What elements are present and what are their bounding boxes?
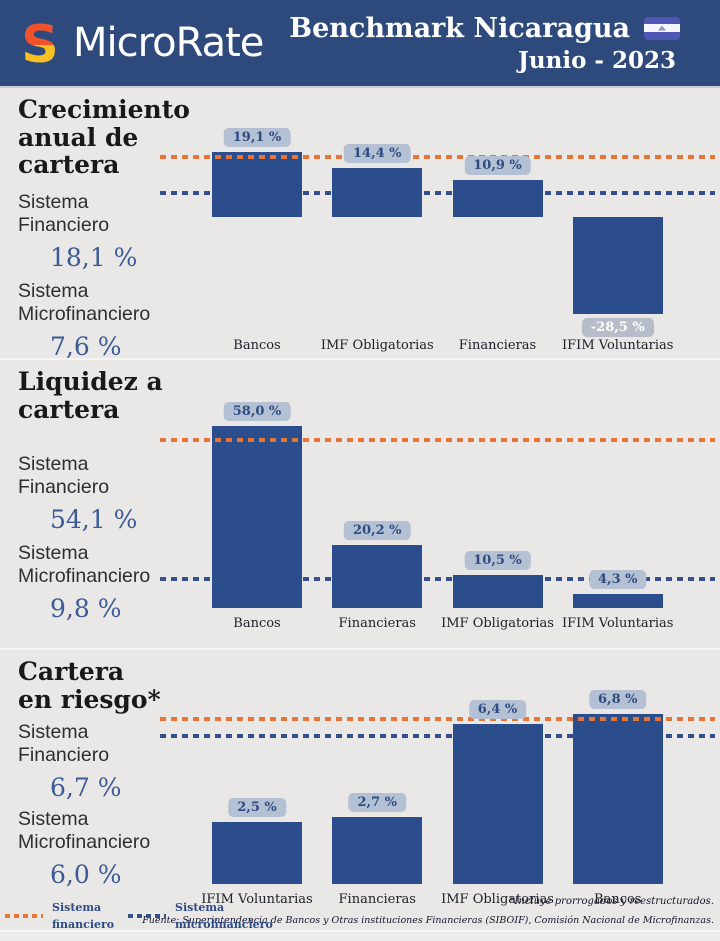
brand-name: MicroRate: [73, 20, 264, 66]
category-label-imf-obligatorias: IMF Obligatorias: [441, 616, 554, 631]
microrate-brand: S MicroRate: [14, 17, 264, 69]
svg-text:S: S: [21, 17, 58, 69]
bar-imf-obligatorias: [452, 724, 543, 884]
sistema-financiero-dash-icon: [5, 914, 43, 919]
bar-ifim-voluntarias: [572, 217, 663, 314]
header: S MicroRate Benchmark Nicaragua Junio - …: [0, 0, 720, 88]
sistema-microfinanciero-value: 9,8 %: [50, 594, 122, 623]
bar-imf-obligatorias: [332, 168, 423, 217]
report-period: Junio - 2023: [518, 46, 676, 74]
sistema-microfinanciero-refline: [160, 191, 715, 196]
bar-financieras: [332, 816, 423, 884]
section-crecimiento-anual: Crecimiento anual de cartera Sistema Fin…: [0, 88, 720, 361]
sistema-financiero-label: Sistema Financiero: [18, 190, 110, 236]
section-title: Crecimiento anual de cartera: [18, 95, 190, 179]
nicaragua-flag-icon: [644, 16, 680, 40]
sistema-microfinanciero-value: 7,6 %: [50, 331, 122, 361]
report-title: Benchmark Nicaragua: [289, 12, 630, 44]
chart-legend: Sistema financiero Sistema microfinancie…: [5, 899, 275, 933]
bar-bancos: [212, 425, 302, 608]
section-left-panel: Crecimiento anual de cartera Sistema Fin…: [18, 88, 190, 361]
category-label-ifim-voluntarias: IFIM Voluntarias: [201, 892, 313, 907]
data-label-imf-obligatorias: 6,4 %: [468, 700, 527, 719]
bar-financieras: [452, 179, 543, 217]
legend-label: Sistema microfinanciero: [175, 901, 273, 932]
sistema-financiero-refline: [160, 438, 715, 443]
data-label-imf-obligatorias: 14,4 %: [343, 144, 411, 164]
data-label-ifim-voluntarias: 2,5 %: [228, 797, 286, 817]
section-cartera-en-riesgo: Cartera en riesgo* Sistema Financiero 6,…: [0, 648, 720, 932]
source-note: Fuente: Superintendencia de Bancos y Otr…: [142, 915, 714, 926]
category-label-ifim-voluntarias: IFIM Voluntarias: [562, 338, 674, 353]
bar-ifim-voluntarias: [572, 594, 663, 608]
bottom-strip: [0, 930, 720, 941]
sistema-microfinanciero-refline: [160, 577, 715, 582]
legend-label: Sistema financiero: [52, 901, 115, 932]
section-left-panel: Liquidez a cartera Sistema Financiero 54…: [18, 360, 190, 623]
chart-crecimiento-anual: 19,1 % Bancos 14,4 % IMF Obligatorias 10,9 %…: [160, 88, 715, 358]
microrate-logo-icon: S: [21, 17, 58, 69]
sistema-microfinanciero-label: Sistema Microfinanciero: [18, 542, 151, 587]
sistema-microfinanciero-label: Sistema Microfinanciero: [18, 279, 151, 325]
sistema-microfinanciero-dash-icon: [128, 914, 166, 919]
category-label-financieras: Financieras: [338, 892, 416, 907]
legend-sistema-microfinanciero: Sistema microfinanciero: [128, 899, 275, 933]
sistema-financiero-label: Sistema Financiero: [18, 453, 110, 498]
sistema-financiero-value: 54,1 %: [50, 505, 138, 534]
chart-cartera-en-riesgo: 2,5 % IFIM Voluntarias 2,7 % Financieras 6,4…: [160, 650, 715, 932]
legend-sistema-financiero: Sistema financiero: [5, 899, 114, 933]
category-label-bancos: Bancos: [594, 892, 642, 907]
sistema-microfinanciero-value: 6,0 %: [50, 860, 122, 889]
data-label-bancos: 58,0 %: [223, 401, 291, 421]
data-label-financieras: 20,2 %: [343, 520, 411, 540]
data-label-imf-obligatorias: 10,5 %: [464, 551, 531, 571]
category-label-bancos: Bancos: [233, 616, 281, 631]
section-liquidez: Liquidez a cartera Sistema Financiero 54…: [0, 358, 720, 650]
section-left-panel: Cartera en riesgo* Sistema Financiero 6,…: [18, 650, 190, 889]
sistema-financiero-refline: [160, 155, 715, 160]
sistema-financiero-refline: [160, 716, 715, 721]
bar-bancos: [572, 714, 663, 884]
footnote: *Incluye prorrogados y reestructurados.: [509, 896, 714, 907]
category-label-financieras: Financieras: [338, 616, 416, 631]
data-label-financieras: 2,7 %: [348, 792, 406, 812]
chart-liquidez: 58,0 % Bancos 20,2 % Financieras 10,5 % IMF O…: [160, 360, 715, 650]
section-title: Liquidez a cartera: [18, 367, 163, 424]
bar-ifim-voluntarias: [212, 821, 302, 884]
sistema-financiero-label: Sistema Financiero: [18, 721, 110, 766]
data-label-financieras: 10,9 %: [464, 155, 531, 175]
bar-bancos: [212, 152, 302, 217]
data-label-ifim-voluntarias: -28,5 %: [581, 317, 654, 337]
sistema-microfinanciero-label: Sistema Microfinanciero: [18, 808, 151, 853]
data-label-bancos: 19,1 %: [223, 128, 291, 148]
category-label-ifim-voluntarias: IFIM Voluntarias: [562, 616, 674, 631]
bar-financieras: [332, 544, 423, 608]
section-title: Cartera en riesgo*: [18, 657, 161, 714]
bar-imf-obligatorias: [452, 575, 543, 608]
data-label-ifim-voluntarias: 4,3 %: [589, 570, 647, 590]
sistema-financiero-value: 6,7 %: [50, 773, 122, 802]
category-label-bancos: Bancos: [233, 338, 281, 353]
category-label-imf-obligatorias: IMF Obligatorias: [441, 892, 554, 907]
header-titles: Benchmark Nicaragua Junio - 2023: [289, 13, 680, 74]
sistema-financiero-value: 18,1 %: [50, 242, 138, 272]
sistema-microfinanciero-refline: [160, 734, 715, 738]
category-label-financieras: Financieras: [458, 338, 537, 353]
category-label-imf-obligatorias: IMF Obligatorias: [320, 338, 434, 353]
data-label-bancos: 6,8 %: [589, 690, 647, 709]
